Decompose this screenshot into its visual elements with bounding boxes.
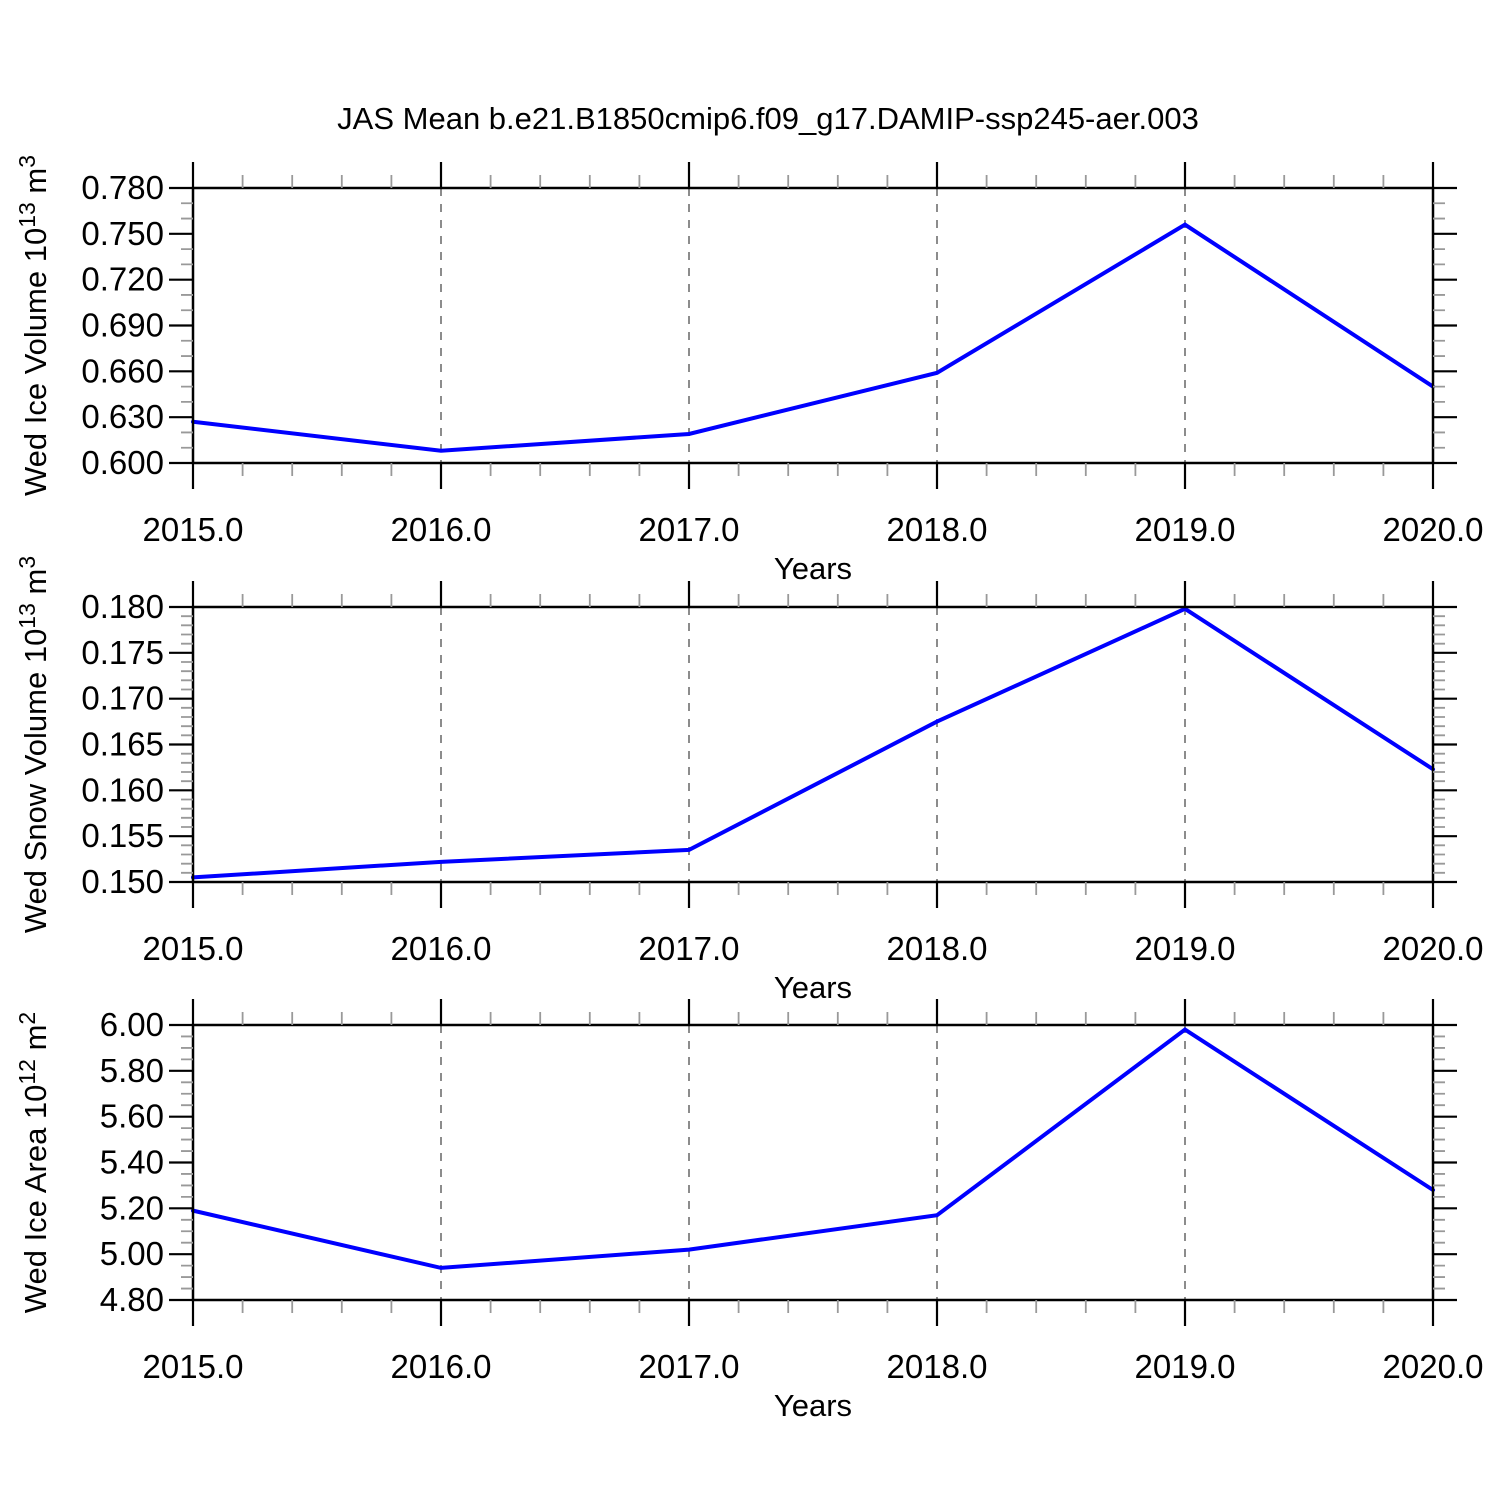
y-tick-label: 0.165 xyxy=(81,726,164,763)
y-tick-label: 5.60 xyxy=(100,1098,164,1135)
y-tick-label: 0.780 xyxy=(81,169,164,206)
x-tick-label: 2020.0 xyxy=(1383,1348,1484,1385)
y-tick-label: 6.00 xyxy=(100,1006,164,1043)
y-tick-label: 0.660 xyxy=(81,352,164,389)
y-tick-label: 0.150 xyxy=(81,863,164,900)
y-tick-label: 4.80 xyxy=(100,1281,164,1318)
x-tick-label: 2019.0 xyxy=(1135,1348,1236,1385)
x-tick-label: 2020.0 xyxy=(1383,930,1484,967)
y-tick-label: 0.160 xyxy=(81,771,164,808)
major-ticks xyxy=(169,999,1457,1326)
data-line xyxy=(191,1027,1435,1270)
major-ticks xyxy=(169,162,1457,489)
y-tick-label: 0.155 xyxy=(81,817,164,854)
x-tick-label: 2017.0 xyxy=(639,511,740,548)
major-ticks xyxy=(169,581,1457,908)
x-tick-label: 2016.0 xyxy=(391,930,492,967)
x-tick-label: 2016.0 xyxy=(391,511,492,548)
x-tick-label: 2015.0 xyxy=(143,930,244,967)
plot-frame xyxy=(191,1023,1435,1302)
y-tick-label: 5.80 xyxy=(100,1052,164,1089)
y-tick-label: 0.175 xyxy=(81,634,164,671)
minor-ticks xyxy=(181,175,1445,476)
plot-frame xyxy=(191,186,1435,465)
x-tick-label: 2016.0 xyxy=(391,1348,492,1385)
x-axis-title: Years xyxy=(774,1388,852,1423)
y-tick-label: 0.690 xyxy=(81,307,164,344)
x-tick-label: 2019.0 xyxy=(1135,930,1236,967)
x-tick-label: 2018.0 xyxy=(887,930,988,967)
x-tick-label: 2018.0 xyxy=(887,1348,988,1385)
y-tick-label: 0.180 xyxy=(81,588,164,625)
y-tick-label: 0.170 xyxy=(81,680,164,717)
x-tick-label: 2020.0 xyxy=(1383,511,1484,548)
gridlines xyxy=(440,188,1186,463)
y-tick-label: 5.20 xyxy=(100,1189,164,1226)
y-axis-title: Wed Ice Area 1012 m2 xyxy=(14,1012,53,1313)
panel-wed-snow-volume: 0.150 0.155 0.160 0.165 0.170 0.175 0.180 2015.… xyxy=(14,556,1483,1005)
minor-ticks xyxy=(181,1012,1445,1313)
y-tick-label: 5.40 xyxy=(100,1144,164,1181)
y-tick-label: 0.630 xyxy=(81,398,164,435)
x-tick-label: 2015.0 xyxy=(143,1348,244,1385)
x-tick-label: 2015.0 xyxy=(143,511,244,548)
y-tick-label: 5.00 xyxy=(100,1235,164,1272)
y-axis-title: Wed Ice Volume 1013 m3 xyxy=(14,155,53,496)
gridlines xyxy=(440,1025,1186,1300)
x-axis-title: Years xyxy=(774,551,852,586)
figure-title: JAS Mean b.e21.B1850cmip6.f09_g17.DAMIP-… xyxy=(337,101,1199,136)
x-axis-title: Years xyxy=(774,970,852,1005)
panel-wed-ice-volume: 0.600 0.630 0.660 0.690 0.720 0.750 0.780 2015.… xyxy=(14,155,1483,586)
y-tick-label: 0.600 xyxy=(81,444,164,481)
data-line xyxy=(191,606,1435,880)
y-tick-label: 0.750 xyxy=(81,215,164,252)
x-tick-label: 2018.0 xyxy=(887,511,988,548)
y-axis-title: Wed Snow Volume 1013 m3 xyxy=(14,556,53,933)
gridlines xyxy=(440,607,1186,882)
x-tick-label: 2017.0 xyxy=(639,1348,740,1385)
panel-wed-ice-area: 4.80 5.00 5.20 5.40 5.60 5.80 6.00 2015.0 2016.0… xyxy=(14,999,1483,1423)
y-tick-label: 0.720 xyxy=(81,261,164,298)
data-line xyxy=(191,222,1435,453)
x-tick-label: 2019.0 xyxy=(1135,511,1236,548)
minor-ticks xyxy=(181,594,1445,895)
x-tick-label: 2017.0 xyxy=(639,930,740,967)
